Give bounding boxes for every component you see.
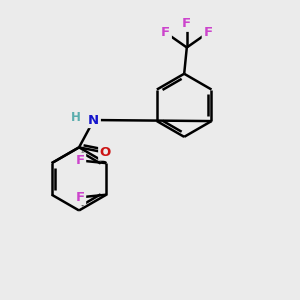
Text: F: F (203, 26, 212, 39)
Text: F: F (161, 26, 170, 39)
Text: O: O (100, 146, 111, 159)
Text: F: F (76, 191, 85, 204)
Text: F: F (182, 17, 191, 30)
Text: F: F (76, 154, 85, 167)
Text: H: H (70, 111, 80, 124)
Text: N: N (88, 113, 99, 127)
